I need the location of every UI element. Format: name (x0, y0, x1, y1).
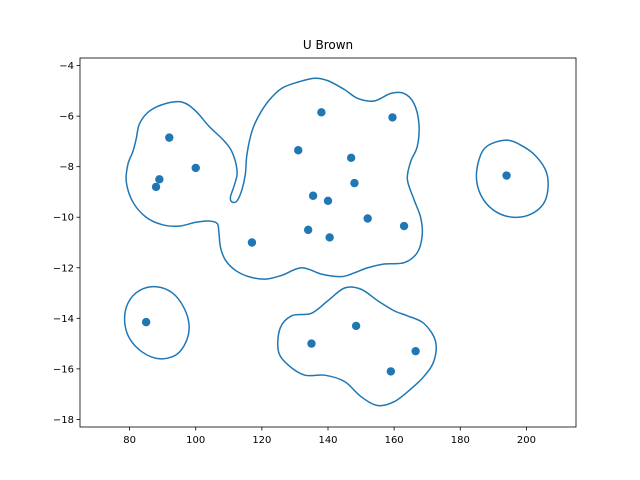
x-tick-label: 120 (252, 435, 271, 446)
x-tick-label: 160 (385, 435, 404, 446)
data-point-6 (294, 146, 303, 155)
y-tick-label: −4 (59, 61, 74, 72)
data-point-17 (502, 171, 511, 180)
y-tick-label: −6 (59, 112, 74, 123)
x-tick-label: 140 (318, 435, 337, 446)
data-point-7 (317, 108, 326, 117)
y-tick-label: −16 (53, 364, 74, 375)
contour-group (123, 77, 549, 407)
data-point-22 (386, 367, 396, 376)
x-tick-label: 100 (186, 435, 205, 446)
y-tick-label: −8 (59, 162, 74, 173)
data-point-2 (191, 163, 200, 173)
data-point-21 (411, 346, 420, 356)
contour-4 (276, 286, 437, 407)
data-point-20 (307, 339, 316, 348)
data-point-16 (325, 233, 334, 242)
data-point-4 (151, 182, 161, 192)
plot-frame (79, 57, 577, 428)
data-point-15 (303, 225, 313, 235)
data-point-13 (363, 214, 372, 223)
data-point-12 (323, 196, 333, 205)
data-point-3 (155, 175, 164, 184)
data-point-5 (247, 238, 257, 247)
chart-title: U Brown (303, 38, 353, 52)
data-point-1 (165, 133, 174, 142)
contour-3 (123, 285, 190, 360)
contour-1 (125, 77, 424, 280)
data-point-14 (399, 221, 409, 231)
y-tick-label: −12 (53, 263, 74, 274)
data-point-10 (350, 178, 359, 188)
y-axis: −18 −16 −14 −12 −10 −8 −6 −4 (53, 61, 80, 426)
x-tick-label: 180 (451, 435, 470, 446)
data-point-9 (346, 153, 356, 163)
contour-2 (475, 139, 549, 219)
scatter-points (141, 108, 511, 376)
data-point-8 (388, 113, 397, 122)
y-tick-label: −18 (53, 415, 74, 426)
data-point-19 (351, 321, 361, 331)
data-point-18 (141, 317, 151, 327)
x-tick-label: 80 (123, 435, 136, 446)
x-tick-label: 200 (517, 435, 536, 446)
y-tick-label: −10 (53, 213, 74, 224)
y-tick-label: −14 (53, 314, 74, 325)
data-point-11 (308, 191, 318, 200)
x-axis: 80 100 120 140 160 180 200 (123, 427, 536, 446)
